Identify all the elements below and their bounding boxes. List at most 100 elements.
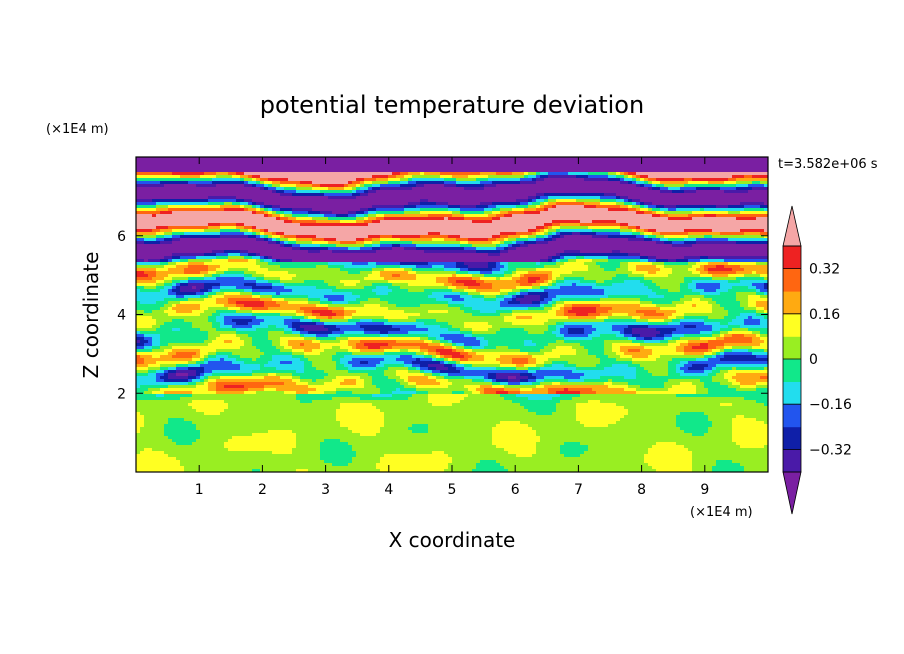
field-cell bbox=[636, 181, 645, 185]
field-cell bbox=[272, 214, 281, 218]
field-cell bbox=[240, 175, 249, 179]
field-cell bbox=[352, 352, 385, 356]
field-cell bbox=[332, 397, 361, 401]
field-cell bbox=[136, 394, 157, 398]
field-cell bbox=[684, 280, 693, 284]
field-cell bbox=[528, 307, 545, 311]
field-cell bbox=[552, 271, 573, 275]
field-cell bbox=[500, 244, 509, 248]
field-cell bbox=[172, 235, 181, 239]
field-cell bbox=[540, 277, 549, 281]
field-cell bbox=[632, 355, 649, 359]
field-cell bbox=[244, 172, 393, 176]
field-cell bbox=[560, 232, 573, 236]
field-cell bbox=[636, 388, 669, 392]
field-cell bbox=[500, 364, 517, 368]
field-cell bbox=[340, 421, 385, 425]
field-cell bbox=[404, 379, 409, 383]
field-cell bbox=[704, 382, 721, 386]
field-cell bbox=[236, 310, 253, 314]
field-cell bbox=[652, 445, 685, 449]
field-cell bbox=[488, 175, 525, 179]
field-cell bbox=[468, 271, 481, 275]
field-cell bbox=[508, 292, 517, 296]
field-cell bbox=[600, 376, 625, 380]
field-cell bbox=[624, 280, 641, 284]
field-cell bbox=[360, 187, 369, 191]
field-cell bbox=[468, 394, 501, 398]
field-cell bbox=[488, 262, 497, 266]
field-cell bbox=[676, 424, 713, 428]
field-cell bbox=[360, 295, 429, 299]
field-cell bbox=[164, 280, 173, 284]
field-cell bbox=[592, 388, 625, 392]
field-cell bbox=[532, 202, 541, 206]
field-cell bbox=[588, 349, 605, 353]
field-cell bbox=[696, 358, 709, 362]
field-cell bbox=[736, 295, 749, 299]
field-cell bbox=[648, 451, 693, 455]
field-cell bbox=[444, 376, 465, 380]
field-cell bbox=[156, 283, 165, 287]
field-cell bbox=[404, 385, 417, 389]
field-cell bbox=[380, 304, 397, 308]
field-cell bbox=[400, 178, 409, 182]
field-cell bbox=[256, 202, 265, 206]
field-cell bbox=[628, 409, 768, 413]
field-cell bbox=[208, 388, 217, 392]
field-cell bbox=[376, 433, 493, 437]
field-cell bbox=[476, 247, 497, 251]
field-cell bbox=[624, 199, 629, 203]
field-cell bbox=[268, 187, 277, 191]
field-cell bbox=[164, 286, 173, 290]
field-cell bbox=[516, 316, 533, 320]
field-cell bbox=[628, 226, 637, 230]
field-cell bbox=[136, 211, 161, 215]
field-cell bbox=[324, 295, 345, 299]
field-cell bbox=[548, 391, 557, 395]
field-cell bbox=[456, 286, 469, 290]
field-cell bbox=[728, 211, 741, 215]
field-cell bbox=[408, 397, 429, 401]
field-cell bbox=[608, 178, 621, 182]
field-cell bbox=[144, 286, 157, 290]
field-cell bbox=[176, 265, 189, 269]
field-cell bbox=[372, 238, 381, 242]
field-cell bbox=[588, 172, 609, 176]
field-cell bbox=[480, 343, 489, 347]
field-cell bbox=[692, 304, 697, 308]
field-cell bbox=[516, 271, 529, 275]
field-cell bbox=[560, 448, 589, 452]
field-cell bbox=[448, 202, 481, 206]
field-cell bbox=[440, 373, 449, 377]
field-cell bbox=[136, 331, 141, 335]
field-cell bbox=[656, 292, 701, 296]
field-cell bbox=[188, 364, 201, 368]
field-cell bbox=[764, 310, 768, 314]
field-cell bbox=[532, 340, 557, 344]
field-cell bbox=[304, 316, 309, 320]
field-cell bbox=[296, 238, 313, 242]
field-cell bbox=[764, 292, 768, 296]
field-cell bbox=[320, 250, 333, 254]
field-cell bbox=[560, 331, 569, 335]
field-cell bbox=[256, 235, 261, 239]
field-cell bbox=[540, 211, 637, 215]
field-cell bbox=[160, 307, 169, 311]
field-cell bbox=[424, 322, 449, 326]
field-cell bbox=[616, 172, 621, 176]
field-cell bbox=[168, 370, 177, 374]
field-cell bbox=[228, 298, 261, 302]
field-cell bbox=[328, 241, 341, 245]
field-cell bbox=[692, 460, 717, 464]
field-cell bbox=[160, 259, 169, 263]
field-cell bbox=[288, 301, 309, 305]
field-cell bbox=[696, 262, 709, 266]
field-cell bbox=[700, 337, 717, 341]
field-cell bbox=[576, 412, 629, 416]
field-cell bbox=[204, 373, 213, 377]
field-cell bbox=[548, 280, 553, 284]
field-cell bbox=[428, 349, 437, 353]
field-cell bbox=[604, 268, 617, 272]
field-cell bbox=[760, 376, 768, 380]
